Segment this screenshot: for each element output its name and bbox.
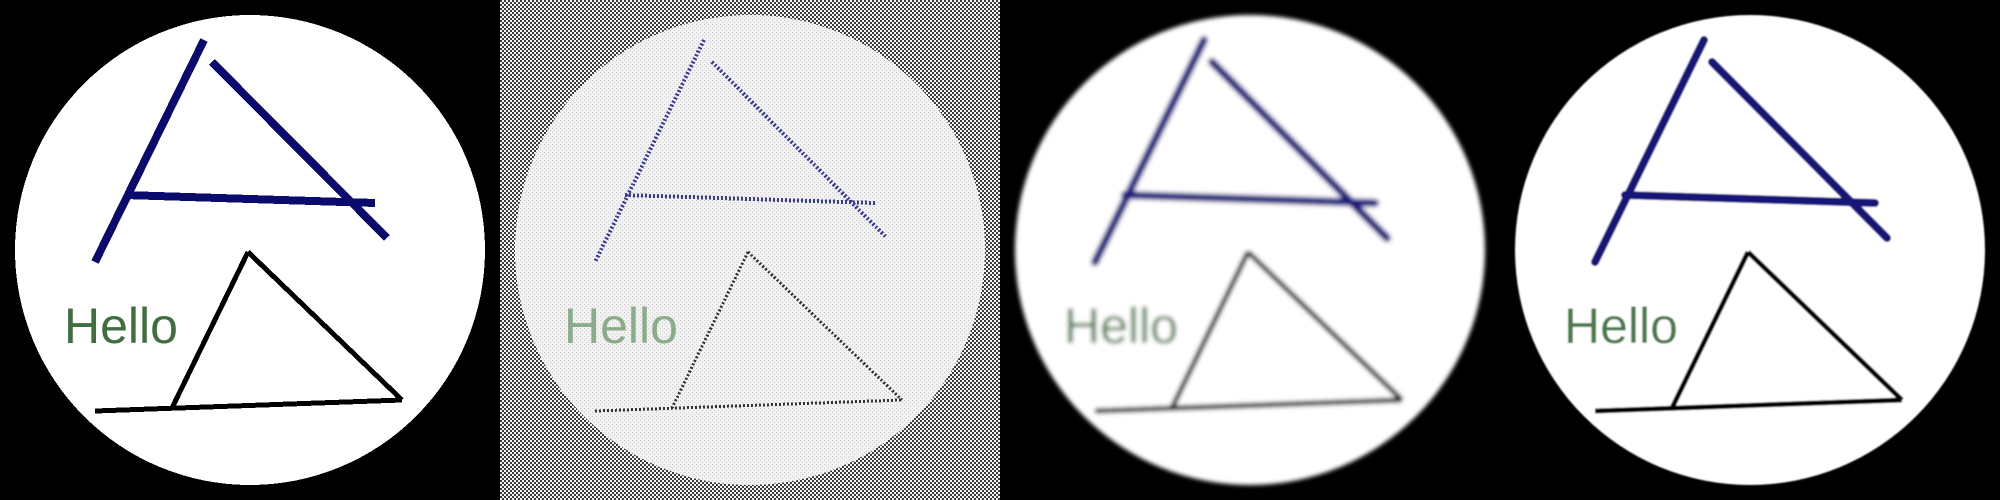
triangle-left-side <box>1169 250 1251 410</box>
triangle-base <box>94 397 403 414</box>
a-shape <box>91 38 390 264</box>
a-crossbar <box>124 191 376 207</box>
hello-label: Hello <box>1564 298 1678 354</box>
a-crossbar <box>624 193 876 205</box>
panel-pixelated-canvas: Hello <box>0 0 500 500</box>
panel-pixelated: Hello <box>0 0 500 500</box>
hello-label: Hello <box>64 298 178 354</box>
a-right-stroke <box>1708 58 1891 242</box>
triangle-base <box>1094 397 1403 414</box>
hello-label: Hello <box>564 298 678 354</box>
white-disc <box>1015 15 1485 485</box>
panel-dithered-canvas: Hello <box>500 0 1000 500</box>
a-left-stroke <box>593 39 706 263</box>
triangle-right-side <box>1246 250 1404 402</box>
a-shape <box>1091 36 1391 266</box>
triangle-right-side <box>746 250 904 402</box>
a-crossbar <box>1621 191 1879 207</box>
panel-blurred: Hello <box>1000 0 1500 500</box>
triangle-right-side <box>1746 250 1904 402</box>
triangle-base <box>594 398 903 413</box>
triangle-base <box>1594 397 1903 414</box>
panel-blurred-canvas: Hello <box>1000 0 1500 500</box>
panel-smooth: Hello <box>1500 0 2000 500</box>
triangle-shape <box>1094 250 1404 414</box>
hello-label: Hello <box>1064 298 1178 354</box>
triangle-right-side <box>246 250 404 402</box>
triangle-left-side <box>169 250 251 410</box>
a-shape <box>1591 36 1891 266</box>
a-left-stroke <box>91 38 208 264</box>
panel-smooth-canvas: Hello <box>1500 0 2000 500</box>
a-right-stroke <box>209 59 390 241</box>
triangle-shape <box>1594 250 1904 414</box>
white-disc <box>515 15 985 485</box>
a-right-stroke <box>1208 58 1391 242</box>
triangle-shape <box>594 250 904 413</box>
triangle-left-side <box>1669 250 1751 410</box>
white-disc <box>15 15 485 485</box>
triangle-shape <box>94 250 404 414</box>
a-left-stroke <box>1091 36 1208 266</box>
a-crossbar <box>1121 191 1379 207</box>
a-left-stroke <box>1591 36 1708 266</box>
white-disc <box>1515 15 1985 485</box>
panel-dithered: Hello <box>500 0 1000 500</box>
triangle-left-side <box>670 251 750 409</box>
a-right-stroke <box>710 60 889 240</box>
a-shape <box>593 39 889 263</box>
